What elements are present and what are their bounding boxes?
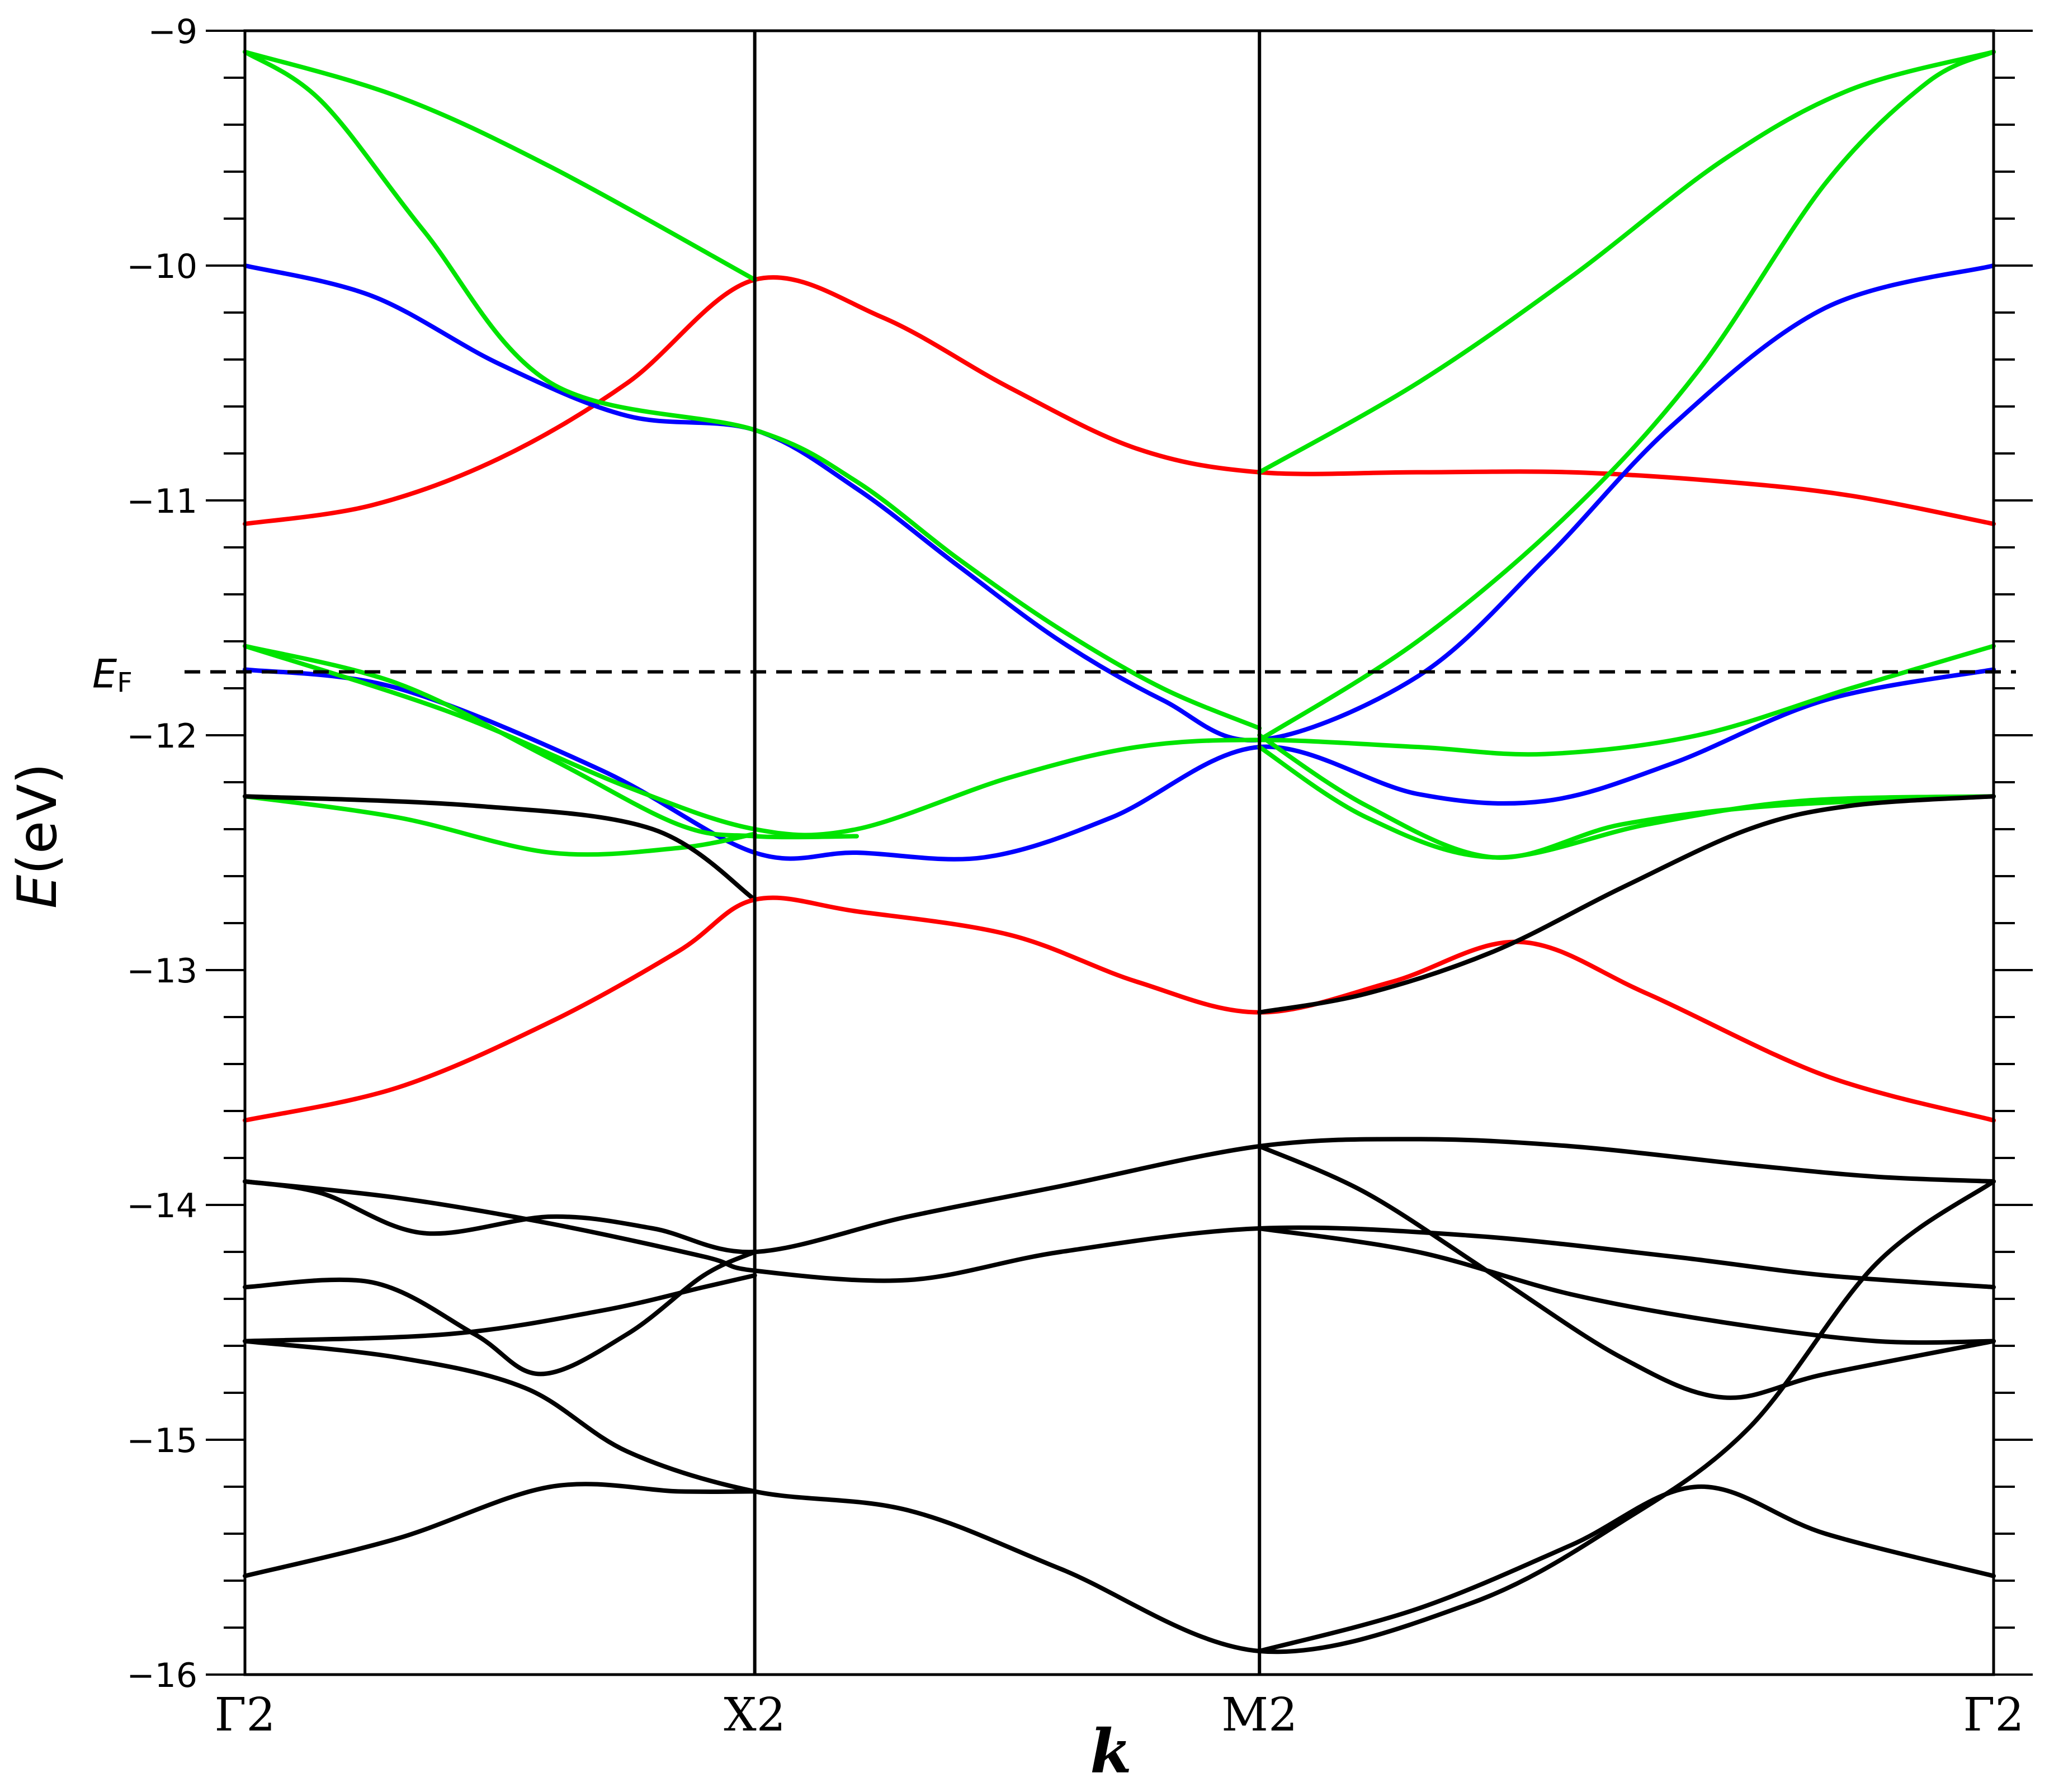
y-tick-label: −15: [126, 1421, 197, 1460]
band-black-19: [243, 1273, 757, 1344]
fermi-level-label: EF: [92, 651, 133, 699]
band-green-3: [243, 49, 757, 282]
band-red-14: [243, 895, 1996, 1123]
high-symmetry-lines: [753, 31, 1262, 1675]
band-green-11: [1257, 745, 1996, 860]
y-tick-label: −13: [126, 952, 197, 991]
x-tick-labels: Γ2 X2 M2 Γ2: [214, 1689, 2024, 1742]
plot-frame: [243, 29, 1995, 1676]
band-black-17: [243, 1179, 1996, 1289]
band-black-22: [1257, 1484, 1996, 1653]
x-tick-label: Γ2: [214, 1689, 275, 1742]
x-tick-label: M2: [1221, 1689, 1297, 1742]
fermi-level-label-main: E: [92, 651, 117, 697]
band-blue-2: [243, 263, 1996, 743]
band-lines: [243, 49, 1996, 1654]
band-black-20: [243, 1179, 1996, 1654]
band-black-16: [243, 1137, 1996, 1255]
y-tick-label: −10: [126, 247, 197, 286]
y-tick-label: −12: [126, 717, 197, 756]
x-tick-label: Γ2: [1963, 1689, 2024, 1742]
y-tick-label: −14: [126, 1186, 197, 1226]
fermi-level-label-sub: F: [117, 668, 133, 699]
band-green-12: [1257, 733, 1996, 860]
x-tick-label: X2: [724, 1689, 786, 1742]
x-axis-label: k: [1090, 1717, 1132, 1787]
y-tick-labels: −16 −15 −14 −13 −12 −11 −10 −9: [126, 12, 197, 1695]
y-tick-label: −16: [126, 1656, 197, 1695]
band-green-4: [243, 49, 1262, 731]
axis-ticks: [206, 30, 2033, 1676]
band-black-21: [243, 1482, 757, 1578]
band-black-18: [243, 1250, 757, 1377]
y-axis-label: E(eV): [6, 763, 69, 909]
band-green-5: [1257, 49, 1996, 475]
band-blue-7: [243, 667, 1996, 862]
band-green-6: [1257, 49, 1996, 743]
y-tick-label: −11: [126, 482, 197, 521]
band-black-23: [1257, 1144, 1996, 1400]
y-tick-label: −9: [148, 12, 197, 51]
y-axis-label-unit: (eV): [6, 763, 69, 875]
band-black-13: [243, 794, 757, 902]
band-black-24: [1257, 1226, 1996, 1345]
band-green-8: [243, 644, 1996, 838]
band-black-15: [1257, 794, 1996, 1015]
band-red-1: [243, 275, 1996, 526]
y-axis-label-symbol: E: [6, 874, 69, 909]
